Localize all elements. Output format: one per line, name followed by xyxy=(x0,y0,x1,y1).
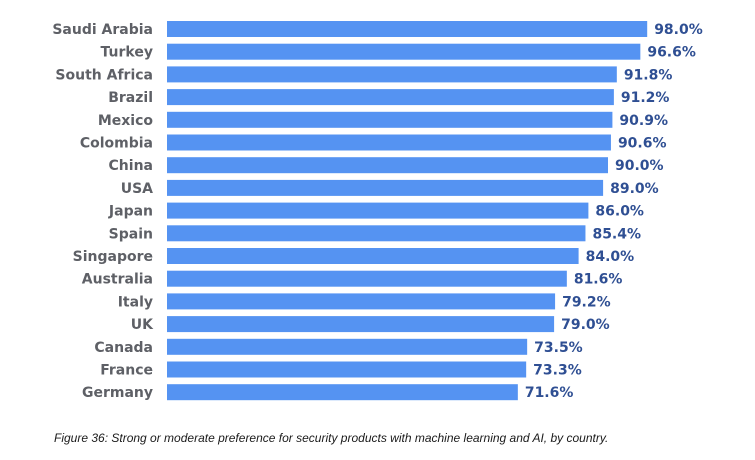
category-label: USA xyxy=(121,181,153,197)
category-label: Australia xyxy=(82,272,153,288)
bar-row: South Africa 91.8% xyxy=(55,66,672,83)
bar-row: Germany 71.6% xyxy=(82,384,573,401)
value-label: 73.5% xyxy=(534,340,583,356)
bar-row: Singapore 84.0% xyxy=(73,248,635,265)
figure-caption: Figure 36: Strong or moderate preference… xyxy=(54,431,609,445)
value-label: 84.0% xyxy=(586,249,635,265)
bar xyxy=(167,316,555,333)
category-label: France xyxy=(100,363,153,379)
category-label: Canada xyxy=(94,340,153,356)
category-label: China xyxy=(109,158,153,174)
bar xyxy=(167,293,556,310)
category-label: Japan xyxy=(108,204,153,220)
category-label: UK xyxy=(131,317,154,333)
bar-row: Canada 73.5% xyxy=(94,338,583,356)
bar-row: UK 79.0% xyxy=(131,316,610,333)
bar-row: Turkey 96.6% xyxy=(101,43,696,61)
value-label: 90.0% xyxy=(615,158,664,174)
category-label: South Africa xyxy=(55,67,153,83)
bar xyxy=(167,248,579,264)
value-label: 85.4% xyxy=(592,226,641,242)
category-label: Turkey xyxy=(101,45,153,61)
value-label: 79.0% xyxy=(561,317,610,333)
bar xyxy=(167,202,589,219)
bar xyxy=(167,384,518,401)
bar-row: France 73.3% xyxy=(100,361,582,379)
value-label: 96.6% xyxy=(647,45,696,61)
bar xyxy=(167,270,567,287)
value-label: 86.0% xyxy=(595,204,644,220)
bar xyxy=(167,338,528,355)
bar xyxy=(167,179,604,196)
bar-chart: Saudi Arabia 98.0% Turkey 96.6% South Africa… xyxy=(52,21,703,401)
category-label: Italy xyxy=(118,294,153,310)
value-label: 73.3% xyxy=(533,363,582,379)
category-label: Mexico xyxy=(98,113,154,129)
bar xyxy=(167,134,611,151)
bar xyxy=(167,157,608,174)
bar-row: Brazil 91.2% xyxy=(108,89,669,106)
bar xyxy=(167,43,641,60)
bar-row: Mexico 90.9% xyxy=(98,111,668,129)
category-label: Brazil xyxy=(108,90,153,106)
category-label: Spain xyxy=(109,226,153,242)
bar xyxy=(167,66,617,83)
bar-row: Japan 86.0% xyxy=(108,202,644,220)
bar-row: Colombia 90.6% xyxy=(80,134,667,152)
bar-row: Saudi Arabia 98.0% xyxy=(52,21,703,38)
value-label: 89.0% xyxy=(610,181,659,197)
bar xyxy=(167,111,613,128)
bar-row: China 90.0% xyxy=(109,157,664,174)
value-label: 79.2% xyxy=(562,294,611,310)
value-label: 81.6% xyxy=(574,272,623,288)
category-label: Germany xyxy=(82,385,153,401)
category-label: Singapore xyxy=(73,249,153,265)
bar xyxy=(167,21,648,37)
value-label: 90.9% xyxy=(619,113,668,129)
bar-row: Italy 79.2% xyxy=(118,293,611,310)
value-label: 91.2% xyxy=(621,90,670,106)
bar xyxy=(167,89,614,106)
bar xyxy=(167,361,527,378)
category-label: Colombia xyxy=(80,136,153,152)
value-label: 98.0% xyxy=(654,22,703,38)
bar-row: USA 89.0% xyxy=(121,179,659,197)
bar-row: Australia 81.6% xyxy=(82,270,623,288)
value-label: 90.6% xyxy=(618,136,667,152)
value-label: 91.8% xyxy=(624,67,673,83)
value-label: 71.6% xyxy=(525,385,574,401)
bar xyxy=(167,225,586,242)
bar-row: Spain 85.4% xyxy=(109,225,641,242)
category-label: Saudi Arabia xyxy=(52,22,153,38)
